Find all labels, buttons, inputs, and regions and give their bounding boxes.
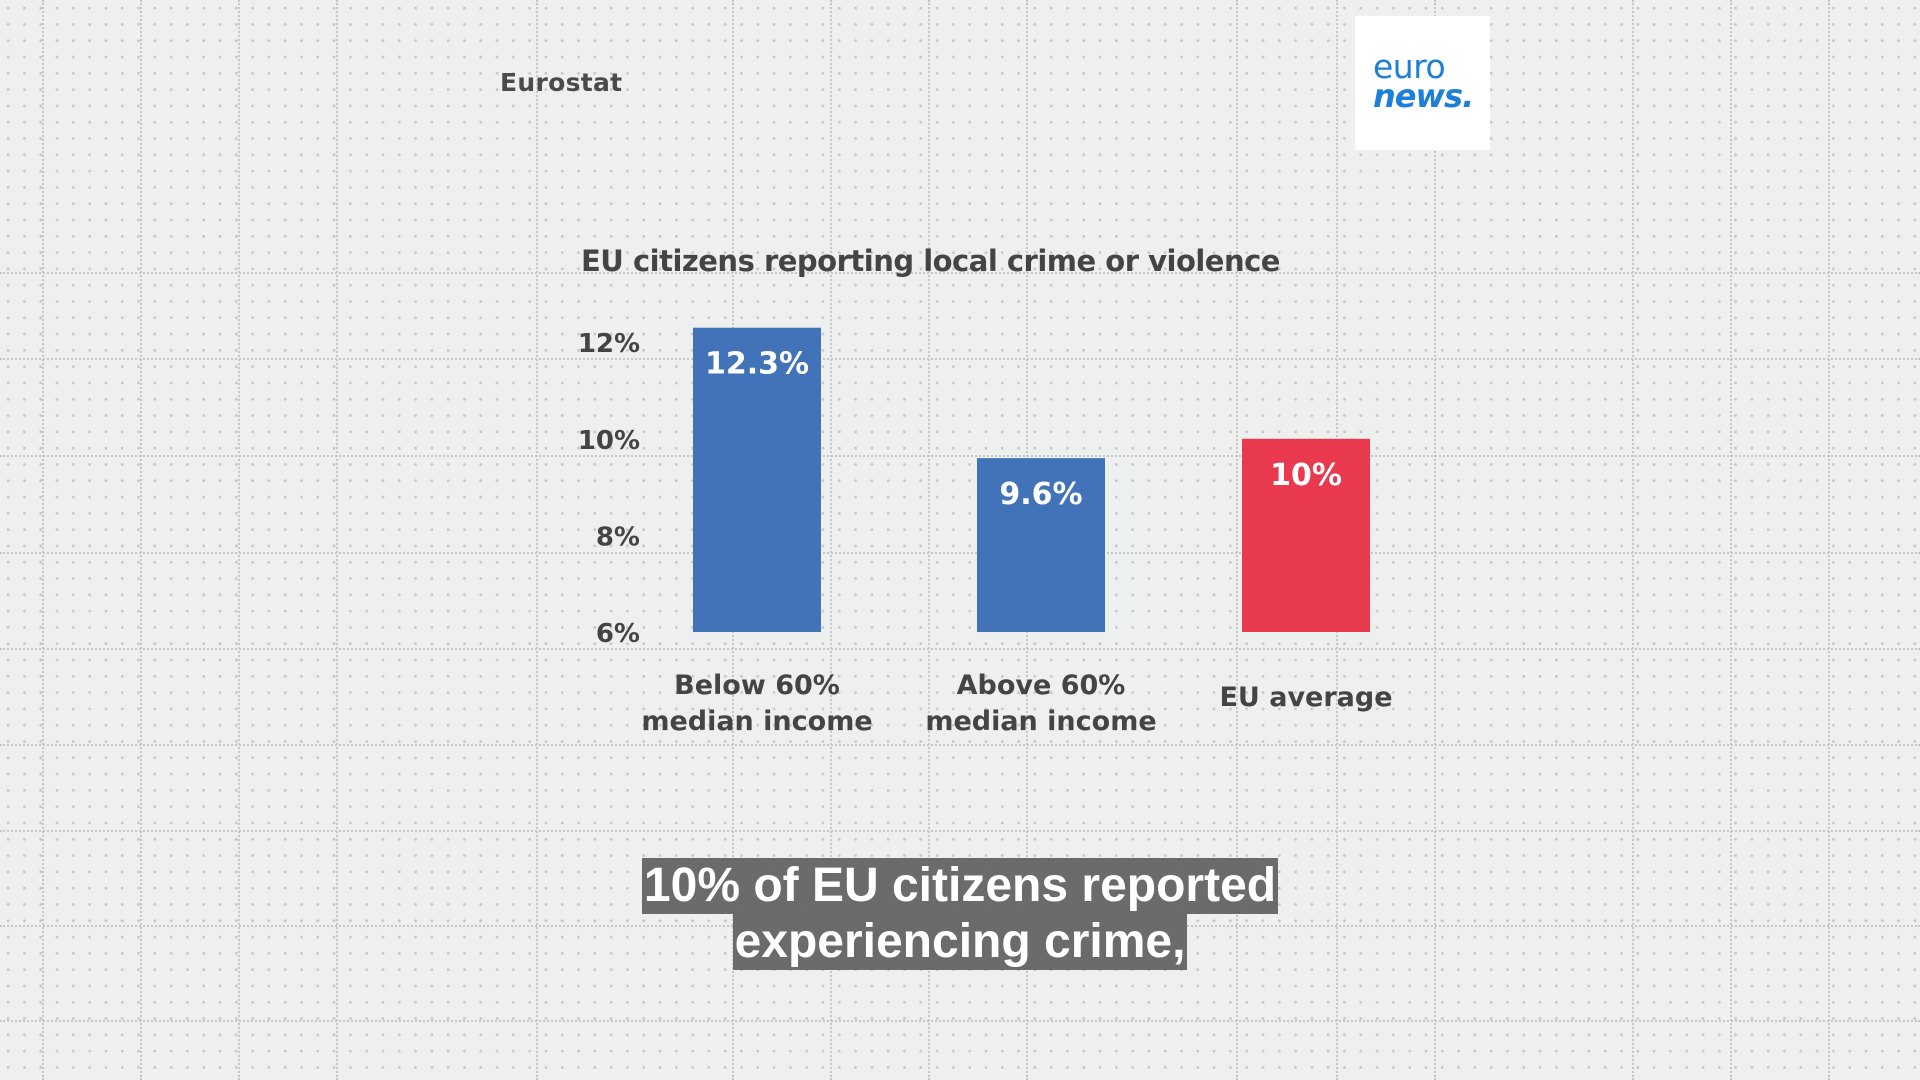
grid-line: [1730, 0, 1732, 1080]
bar: [977, 458, 1105, 632]
grid-line: [1236, 0, 1238, 1080]
logo-line-2: news.: [1373, 77, 1474, 115]
bar-value-label: 10%: [1270, 458, 1342, 493]
euronews-logo: euro news.: [1355, 16, 1490, 150]
grid-line: [0, 830, 1920, 832]
grid-line: [0, 648, 1920, 650]
grid-line: [830, 0, 832, 1080]
y-tick-label: 6%: [596, 619, 640, 649]
y-tick-label: 12%: [578, 329, 640, 359]
grid-line: [42, 0, 44, 1080]
category-label: median income: [641, 706, 872, 737]
grid-line: [336, 0, 338, 1080]
source-label: Eurostat: [500, 68, 623, 97]
grid-line: [0, 358, 1920, 360]
category-label: median income: [925, 706, 1156, 737]
category-label: EU average: [1219, 682, 1392, 713]
bar: [693, 327, 821, 632]
grid-line: [0, 455, 1920, 457]
y-tick-label: 8%: [596, 522, 640, 552]
subtitle-caption: 10% of EU citizens reported experiencing…: [0, 858, 1920, 970]
grid-line: [928, 0, 930, 1080]
category-label: Above 60%: [957, 670, 1126, 701]
chart-title: EU citizens reporting local crime or vio…: [581, 244, 1280, 278]
grid-line: [0, 744, 1920, 746]
bar-value-label: 12.3%: [705, 347, 809, 382]
y-tick-label: 10%: [578, 426, 640, 456]
caption-line-2: experiencing crime,: [732, 914, 1188, 970]
bar: [1242, 438, 1370, 632]
grid-line: [238, 0, 240, 1080]
grid-line: [140, 0, 142, 1080]
category-label: Below 60%: [674, 670, 840, 701]
grid-line: [1434, 0, 1436, 1080]
grid-line: [0, 272, 1920, 274]
caption-line-1: 10% of EU citizens reported: [641, 858, 1279, 914]
bar-value-label: 9.6%: [999, 477, 1082, 512]
grid-line: [0, 1020, 1920, 1022]
logo-line-1: euro: [1373, 47, 1446, 86]
grid-line: [536, 0, 538, 1080]
grid-line: [1828, 0, 1830, 1080]
grid-line: [0, 552, 1920, 554]
grid-line: [1632, 0, 1634, 1080]
